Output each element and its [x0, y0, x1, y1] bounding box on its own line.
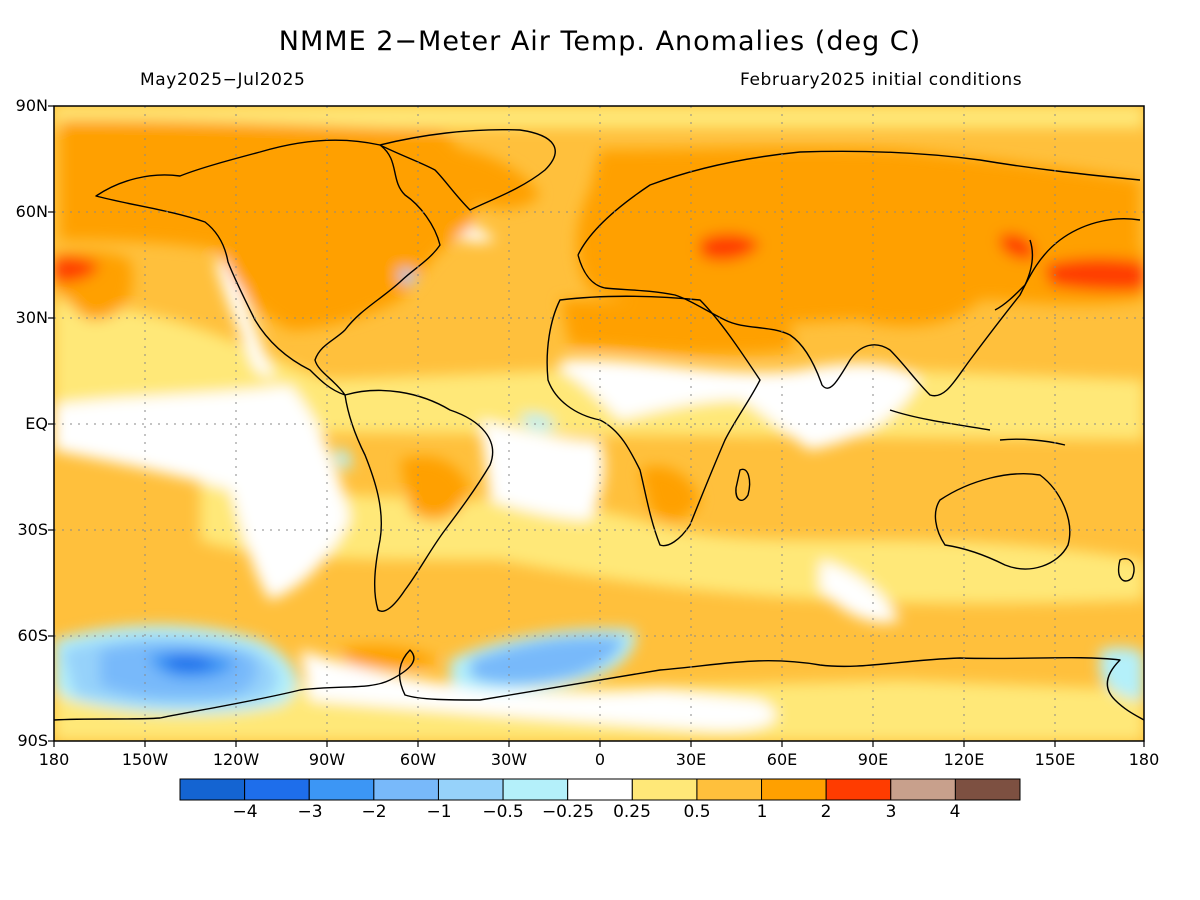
colorbar-swatch: [890, 778, 956, 801]
colorbar-swatch: [631, 778, 698, 801]
lat-label-eq: EQ: [25, 414, 48, 433]
lon-label-120w: 120W: [212, 750, 260, 769]
colorbar-swatch: [179, 778, 246, 801]
lon-label-120e: 120E: [943, 750, 985, 769]
lon-label-150w: 150W: [121, 750, 169, 769]
lat-label-60n: 60N: [15, 202, 48, 221]
lon-label-30e: 30E: [675, 750, 707, 769]
colorbar-label: 0.5: [683, 802, 711, 822]
lon-label-180w: 180: [38, 750, 70, 769]
colorbar-swatch: [696, 778, 763, 801]
colorbar-label: −1: [426, 802, 452, 822]
colorbar-label: 4: [949, 802, 961, 822]
map-title: NMME 2−Meter Air Temp. Anomalies (deg C): [278, 26, 922, 57]
colorbar-swatch: [761, 778, 827, 801]
lon-label-180e: 180: [1128, 750, 1160, 769]
colorbar-label: 1: [756, 802, 768, 822]
forecast-period: May2025−Jul2025: [140, 70, 306, 90]
lat-label-90s: 90S: [17, 731, 48, 750]
colorbar-label: −3: [297, 802, 323, 822]
colorbar: [179, 778, 1021, 801]
lon-label-90e: 90E: [857, 750, 889, 769]
colorbar-label: 3: [885, 802, 897, 822]
coastlines: [54, 128, 1144, 721]
colorbar-label: 2: [820, 802, 832, 822]
colorbar-swatch: [567, 778, 633, 801]
initial-conditions: February2025 initial conditions: [740, 70, 1023, 90]
colorbar-swatch: [825, 778, 892, 801]
lat-label-30n: 30N: [15, 308, 48, 327]
lon-label-60w: 60W: [399, 750, 437, 769]
colorbar-swatch: [373, 778, 439, 801]
colorbar-swatch: [308, 778, 375, 801]
colorbar-swatch: [502, 778, 569, 801]
colorbar-label: −4: [232, 802, 258, 822]
colorbar-label: −0.5: [482, 802, 524, 822]
colorbar-label: −2: [361, 802, 387, 822]
graticule: [54, 106, 1144, 741]
colorbar-label: −0.25: [541, 802, 595, 822]
lon-label-30w: 30W: [490, 750, 528, 769]
colorbar-swatch: [244, 778, 310, 801]
colorbar-label: 0.25: [613, 802, 651, 822]
lat-label-60s: 60S: [17, 626, 48, 645]
lon-label-90w: 90W: [308, 750, 346, 769]
lat-label-30s: 30S: [17, 520, 48, 539]
lat-label-90n: 90N: [15, 96, 48, 115]
anomaly-field: [54, 106, 1144, 741]
lon-label-0: 0: [594, 750, 606, 769]
colorbar-swatch: [954, 778, 1021, 801]
lon-label-60e: 60E: [766, 750, 798, 769]
lon-label-150e: 150E: [1034, 750, 1076, 769]
axis-ticks: [48, 105, 1145, 747]
colorbar-swatch: [437, 778, 504, 801]
